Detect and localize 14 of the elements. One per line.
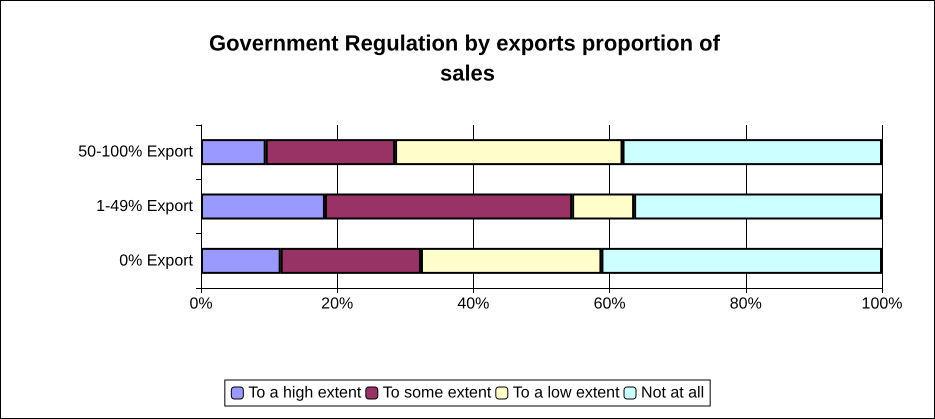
- y-tick-label: 0% Export: [119, 252, 194, 270]
- chart-title: Government Regulation by exports proportion of sales: [208, 30, 726, 86]
- x-tick-label: 0%: [189, 296, 213, 312]
- y-tick-label: 50-100% Export: [78, 144, 194, 161]
- legend-label: To a low extent: [512, 384, 620, 402]
- legend-label: Not at all: [641, 384, 704, 402]
- x-tick-label: 80%: [730, 296, 762, 312]
- y-tick-label: 1-49% Export: [96, 198, 194, 215]
- x-tick-label: 100%: [862, 296, 902, 312]
- x-tick-label: 20%: [321, 296, 354, 312]
- x-tick-label: 60%: [594, 296, 626, 312]
- legend-label: To some extent: [382, 384, 492, 402]
- x-tick-label: 40%: [457, 296, 490, 312]
- legend-label: To a high extent: [248, 384, 362, 402]
